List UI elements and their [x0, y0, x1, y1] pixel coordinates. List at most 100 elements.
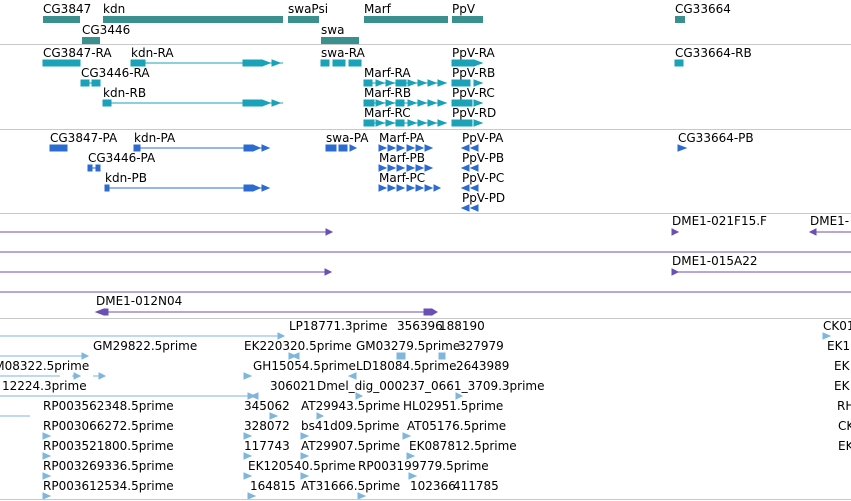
transcript-label[interactable]: swa-RA	[321, 46, 365, 60]
transcript-label[interactable]: PpV-RB	[452, 66, 496, 80]
track-separator	[0, 129, 851, 130]
gene-label-swapsi[interactable]: swaPsi	[288, 2, 329, 16]
protein-glyphs[interactable]	[0, 130, 851, 213]
track-separator	[0, 318, 851, 319]
est-label[interactable]: GM08322.5prime	[0, 359, 90, 373]
est-label[interactable]: EK	[834, 379, 850, 393]
gene-label-cg3446[interactable]: CG3446	[82, 23, 131, 37]
est-label[interactable]: EK120540.5prime	[248, 459, 356, 473]
transcript-label[interactable]: Marf-RC	[364, 106, 411, 120]
transcript-label[interactable]: PpV-RA	[452, 46, 495, 60]
est-label[interactable]: EK087812.5prime	[409, 439, 517, 453]
protein-label[interactable]: PpV-PB	[462, 151, 505, 165]
gene-feature-cg3446[interactable]	[82, 37, 100, 44]
est-label[interactable]: LP18771.3prime	[289, 319, 388, 333]
transcript-label[interactable]: Marf-RA	[364, 66, 411, 80]
est-label[interactable]: 188190	[439, 319, 485, 333]
gene-label-cg33664[interactable]: CG33664	[675, 2, 731, 16]
est-label[interactable]: RP003269336.5prime	[43, 459, 174, 473]
est-label[interactable]: EK	[838, 439, 851, 453]
gene-feature-cg3847[interactable]	[43, 16, 80, 23]
est-label[interactable]: AT05176.5prime	[407, 419, 507, 433]
transcript-label[interactable]: PpV-RC	[452, 86, 495, 100]
clone-label[interactable]: DME1-012N04	[96, 294, 183, 308]
est-label[interactable]: 328072	[244, 419, 290, 433]
transcript-label[interactable]: Marf-RB	[364, 86, 412, 100]
protein-label[interactable]: PpV-PC	[462, 171, 505, 185]
transcript-label[interactable]: kdn-RA	[131, 46, 174, 60]
est-label[interactable]: GM03279.5prime	[356, 339, 461, 353]
gene-label-marf[interactable]: Marf	[364, 2, 391, 16]
gene-feature-swapsi[interactable]	[288, 16, 319, 23]
est-label[interactable]: RP003612534.5prime	[43, 479, 174, 493]
protein-label[interactable]: PpV-PA	[462, 131, 504, 145]
est-label[interactable]: 356396	[397, 319, 443, 333]
est-label[interactable]: EK220320.5prime	[244, 339, 352, 353]
gene-label-ppv[interactable]: PpV	[452, 2, 476, 16]
transcript-label[interactable]: CG33664-RB	[675, 46, 752, 60]
est-label[interactable]: RH	[837, 399, 851, 413]
transcript-track: CG3847-RA kdn-RA swa-RA PpV-RA CG33664-R…	[0, 45, 851, 129]
est-label[interactable]: LD18084.5prime	[356, 359, 457, 373]
gene-label-cg3847[interactable]: CG3847	[43, 2, 92, 16]
gene-feature-cg33664[interactable]	[675, 16, 685, 23]
track-separator	[0, 499, 851, 500]
est-label[interactable]: 345062	[244, 399, 290, 413]
protein-track: CG3847-PA kdn-PA swa-PA Marf-PA PpV-PA C…	[0, 130, 851, 213]
gene-label-kdn[interactable]: kdn	[103, 2, 126, 16]
est-label[interactable]: 12224.3prime	[2, 379, 87, 393]
clone-track: DME1-021F15.F DME1- DME1-015A22 DME1-012…	[0, 214, 851, 318]
protein-label[interactable]: Marf-PB	[379, 151, 426, 165]
est-label[interactable]: 102366	[410, 479, 456, 493]
clone-label[interactable]: DME1-015A22	[672, 254, 758, 268]
protein-label[interactable]: kdn-PB	[105, 171, 147, 185]
est-label[interactable]: 117743	[244, 439, 290, 453]
est-label[interactable]: 327979	[458, 339, 504, 353]
clone-label[interactable]: DME1-	[810, 214, 850, 228]
est-label[interactable]: RP003562348.5prime	[43, 399, 174, 413]
gene-feature-kdn[interactable]	[103, 16, 283, 23]
est-label[interactable]: AT29943.5prime	[301, 399, 401, 413]
protein-label[interactable]: CG3847-PA	[50, 131, 118, 145]
est-label[interactable]: 411785	[453, 479, 499, 493]
est-track: LP18771.3prime 356396 188190 CK01 GM2982…	[0, 319, 851, 501]
est-label[interactable]: GM29822.5prime	[93, 339, 198, 353]
est-label[interactable]: AT31666.5prime	[301, 479, 401, 493]
transcript-label[interactable]: CG3847-RA	[43, 46, 112, 60]
est-label[interactable]: CK01	[823, 319, 851, 333]
protein-label[interactable]: Marf-PA	[379, 131, 425, 145]
est-label[interactable]: RP003066272.5prime	[43, 419, 174, 433]
transcript-label[interactable]: PpV-RD	[452, 106, 497, 120]
protein-label[interactable]: Marf-PC	[379, 171, 426, 185]
clone-label[interactable]: DME1-021F15.F	[672, 214, 767, 228]
clone-glyphs[interactable]	[0, 214, 851, 318]
transcript-glyphs[interactable]	[0, 45, 851, 129]
est-label[interactable]: RP003521800.5prime	[43, 439, 174, 453]
est-label[interactable]: HL02951.5prime	[403, 399, 504, 413]
track-separator	[0, 44, 851, 45]
protein-label[interactable]: kdn-PA	[134, 131, 176, 145]
est-label[interactable]: Dmel_dig_000237_0661_3709.3prime	[317, 379, 545, 393]
transcript-label[interactable]: CG3446-RA	[81, 66, 150, 80]
protein-label[interactable]: CG33664-PB	[678, 131, 754, 145]
gene-label-swa[interactable]: swa	[321, 23, 345, 37]
protein-label[interactable]: swa-PA	[326, 131, 369, 145]
gene-feature-ppv[interactable]	[452, 16, 483, 23]
est-label[interactable]: 306021	[270, 379, 316, 393]
gene-track: CG3847 kdn swaPsi Marf PpV CG33664 CG344…	[0, 0, 851, 45]
est-label[interactable]: AT29907.5prime	[301, 439, 401, 453]
est-label[interactable]: 164815	[250, 479, 296, 493]
est-label[interactable]: 2643989	[456, 359, 510, 373]
est-label[interactable]: GH15054.5prime	[253, 359, 356, 373]
est-label[interactable]: bs41d09.5prime	[301, 419, 400, 433]
protein-label[interactable]: PpV-PD	[462, 191, 506, 205]
gene-feature-marf[interactable]	[364, 16, 448, 23]
est-label[interactable]: EK	[834, 359, 850, 373]
gene-feature-swa[interactable]	[321, 37, 359, 44]
transcript-label[interactable]: kdn-RB	[103, 86, 147, 100]
est-label[interactable]: EK1	[827, 339, 851, 353]
protein-label[interactable]: CG3446-PA	[88, 151, 156, 165]
est-label[interactable]: RP003199779.5prime	[358, 459, 489, 473]
est-glyphs[interactable]	[0, 319, 851, 501]
est-label[interactable]: CK	[838, 419, 851, 433]
